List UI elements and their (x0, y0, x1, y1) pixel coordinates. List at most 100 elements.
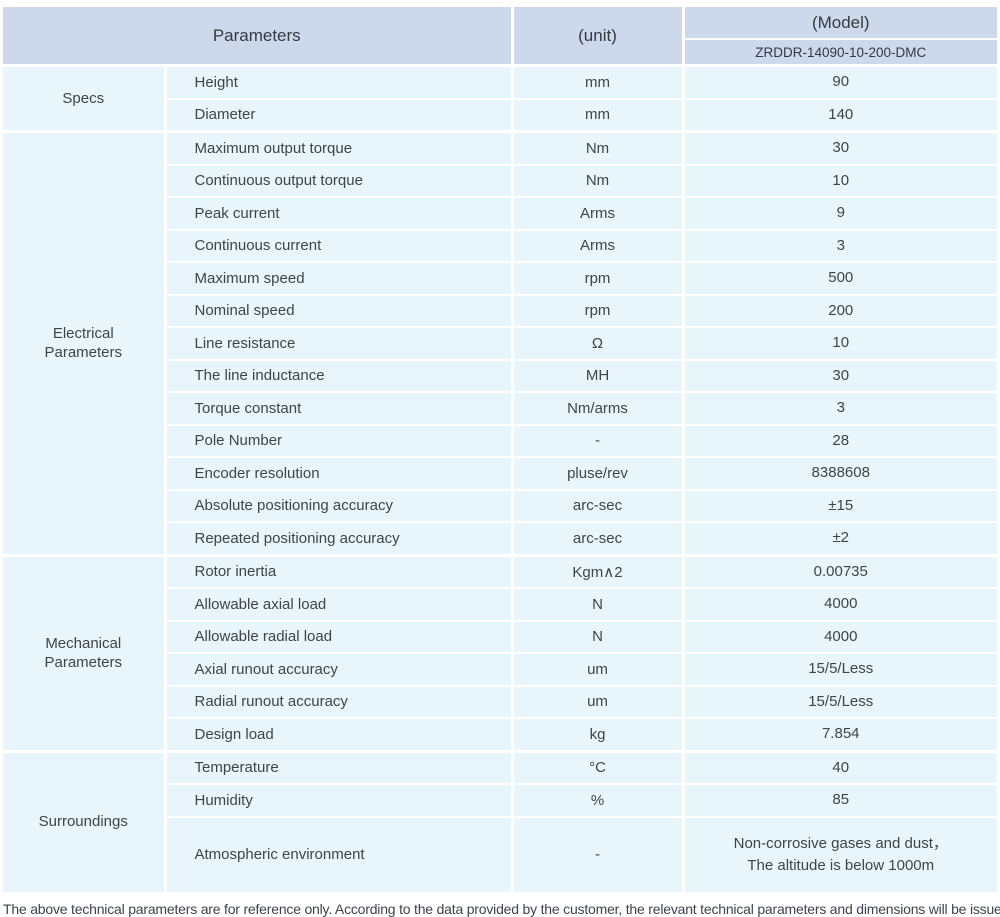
parameter-unit: Nm (510, 163, 683, 197)
parameter-unit: Kgm∧2 (510, 553, 683, 588)
parameter-name: Maximum output torque (163, 130, 512, 165)
parameter-name: Peak current (163, 196, 512, 230)
table-row: Design load kg 7.854 (3, 717, 997, 751)
parameter-name: Humidity (163, 783, 512, 817)
parameter-unit: N (510, 619, 683, 653)
parameter-name: Allowable axial load (163, 587, 512, 621)
table-row: Peak current Arms 9 (3, 196, 997, 230)
parameter-unit: rpm (510, 293, 683, 327)
parameter-unit: pluse/rev (510, 456, 683, 490)
parameter-name: Temperature (163, 749, 512, 784)
parameter-unit: arc-sec (510, 521, 683, 555)
parameter-unit: mm (510, 64, 683, 99)
table-row: Encoder resolution pluse/rev 8388608 (3, 456, 997, 490)
parameter-name: Height (163, 64, 512, 99)
parameter-unit: rpm (510, 261, 683, 295)
table-row: Continuous current Arms 3 (3, 228, 997, 262)
parameter-name: Allowable radial load (163, 619, 512, 653)
parameter-value: 15/5/Less (681, 652, 997, 686)
table-row: Axial runout accuracy um 15/5/Less (3, 652, 997, 686)
table-row: Specs Height mm 90 (3, 64, 997, 132)
table-row: Atmospheric environment - Non-corrosive … (3, 815, 997, 892)
parameter-unit: Arms (510, 228, 683, 262)
parameter-unit: kg (510, 717, 683, 751)
parameter-unit: um (510, 652, 683, 686)
table-row: The line inductance MH 30 (3, 358, 997, 392)
parameter-value: 90 (681, 64, 997, 99)
parameter-name: Repeated positioning accuracy (163, 521, 512, 555)
table-row: Maximum speed rpm 500 (3, 261, 997, 295)
parameter-value: 200 (681, 293, 997, 327)
parameter-unit: Nm (510, 130, 683, 165)
table-row: Humidity % 85 (3, 783, 997, 817)
parameter-value: 40 (681, 749, 997, 784)
parameter-value: 8388608 (681, 456, 997, 490)
parameter-name: Nominal speed (163, 293, 512, 327)
table-row: Allowable radial load N 4000 (3, 619, 997, 653)
parameter-unit: - (510, 815, 683, 892)
parameter-value: 15/5/Less (681, 684, 997, 718)
parameter-unit: MH (510, 358, 683, 392)
table-row: Allowable axial load N 4000 (3, 587, 997, 621)
parameter-name: Encoder resolution (163, 456, 512, 490)
table-row: Repeated positioning accuracy arc-sec ±2 (3, 521, 997, 555)
category-label: Surroundings (38, 813, 128, 831)
header-row-1: Parameters (unit) (Model) (3, 7, 997, 66)
category-label: Mechanical Parameters (44, 634, 123, 672)
parameter-value: 4000 (681, 619, 997, 653)
table-header: Parameters (unit) (Model) ZRDDR-14090-10… (3, 7, 997, 66)
header-row-2: ZRDDR-14090-10-200-DMC (3, 39, 997, 66)
model-number: ZRDDR-14090-10-200-DMC (681, 39, 997, 66)
parameter-unit: Nm/arms (510, 391, 683, 425)
parameter-unit: N (510, 587, 683, 621)
table-row: Pole Number - 28 (3, 423, 997, 457)
parameter-name: Axial runout accuracy (163, 652, 512, 686)
parameter-value: 85 (681, 783, 997, 817)
category-specs: Specs (3, 64, 165, 132)
category-electrical-parameters: Electrical Parameters (3, 130, 165, 555)
category-label: Specs (62, 89, 105, 107)
table-row: Absolute positioning accuracy arc-sec ±1… (3, 488, 997, 522)
category-label: Electrical Parameters (44, 324, 123, 362)
parameter-unit: Arms (510, 196, 683, 230)
parameter-name: Diameter (163, 97, 512, 132)
parameter-value: 0.00735 (681, 553, 997, 588)
parameter-unit: mm (510, 97, 683, 132)
table-row: Nominal speed rpm 200 (3, 293, 997, 327)
parameter-value: 10 (681, 163, 997, 197)
parameter-name: The line inductance (163, 358, 512, 392)
parameter-unit: um (510, 684, 683, 718)
parameter-value: Non-corrosive gases and dust， The altitu… (681, 815, 997, 892)
parameter-value: 30 (681, 358, 997, 392)
table-row: Electrical Parameters Maximum output tor… (3, 130, 997, 555)
parameter-name: Line resistance (163, 326, 512, 360)
parameter-value: 10 (681, 326, 997, 360)
category-surroundings: Surroundings (3, 749, 165, 892)
parameter-name: Radial runout accuracy (163, 684, 512, 718)
parameter-unit: °C (510, 749, 683, 784)
parameter-unit: - (510, 423, 683, 457)
parameter-value: 3 (681, 228, 997, 262)
footnote-text: The above technical parameters are for r… (3, 900, 1000, 917)
table-row: Mechanical Parameters Rotor inertia Kgm∧… (3, 553, 997, 751)
parameter-name: Atmospheric environment (163, 815, 512, 892)
parameter-value: 9 (681, 196, 997, 230)
table-row: Surroundings Temperature °C 40 (3, 749, 997, 892)
table-row: Radial runout accuracy um 15/5/Less (3, 684, 997, 718)
spec-table: Parameters (unit) (Model) ZRDDR-14090-10… (3, 7, 997, 892)
category-mechanical-parameters: Mechanical Parameters (3, 553, 165, 751)
table-row: Torque constant Nm/arms 3 (3, 391, 997, 425)
parameter-value: ±15 (681, 488, 997, 522)
parameter-value: 30 (681, 130, 997, 165)
parameter-name: Pole Number (163, 423, 512, 457)
parameter-value: 4000 (681, 587, 997, 621)
table-row: Line resistance Ω 10 (3, 326, 997, 360)
parameter-unit: arc-sec (510, 488, 683, 522)
parameter-name: Continuous current (163, 228, 512, 262)
header-unit: (unit) (510, 7, 683, 66)
parameter-name: Continuous output torque (163, 163, 512, 197)
parameter-value: 28 (681, 423, 997, 457)
parameter-name: Rotor inertia (163, 553, 512, 588)
parameter-value: 3 (681, 391, 997, 425)
parameter-value: 7.854 (681, 717, 997, 751)
